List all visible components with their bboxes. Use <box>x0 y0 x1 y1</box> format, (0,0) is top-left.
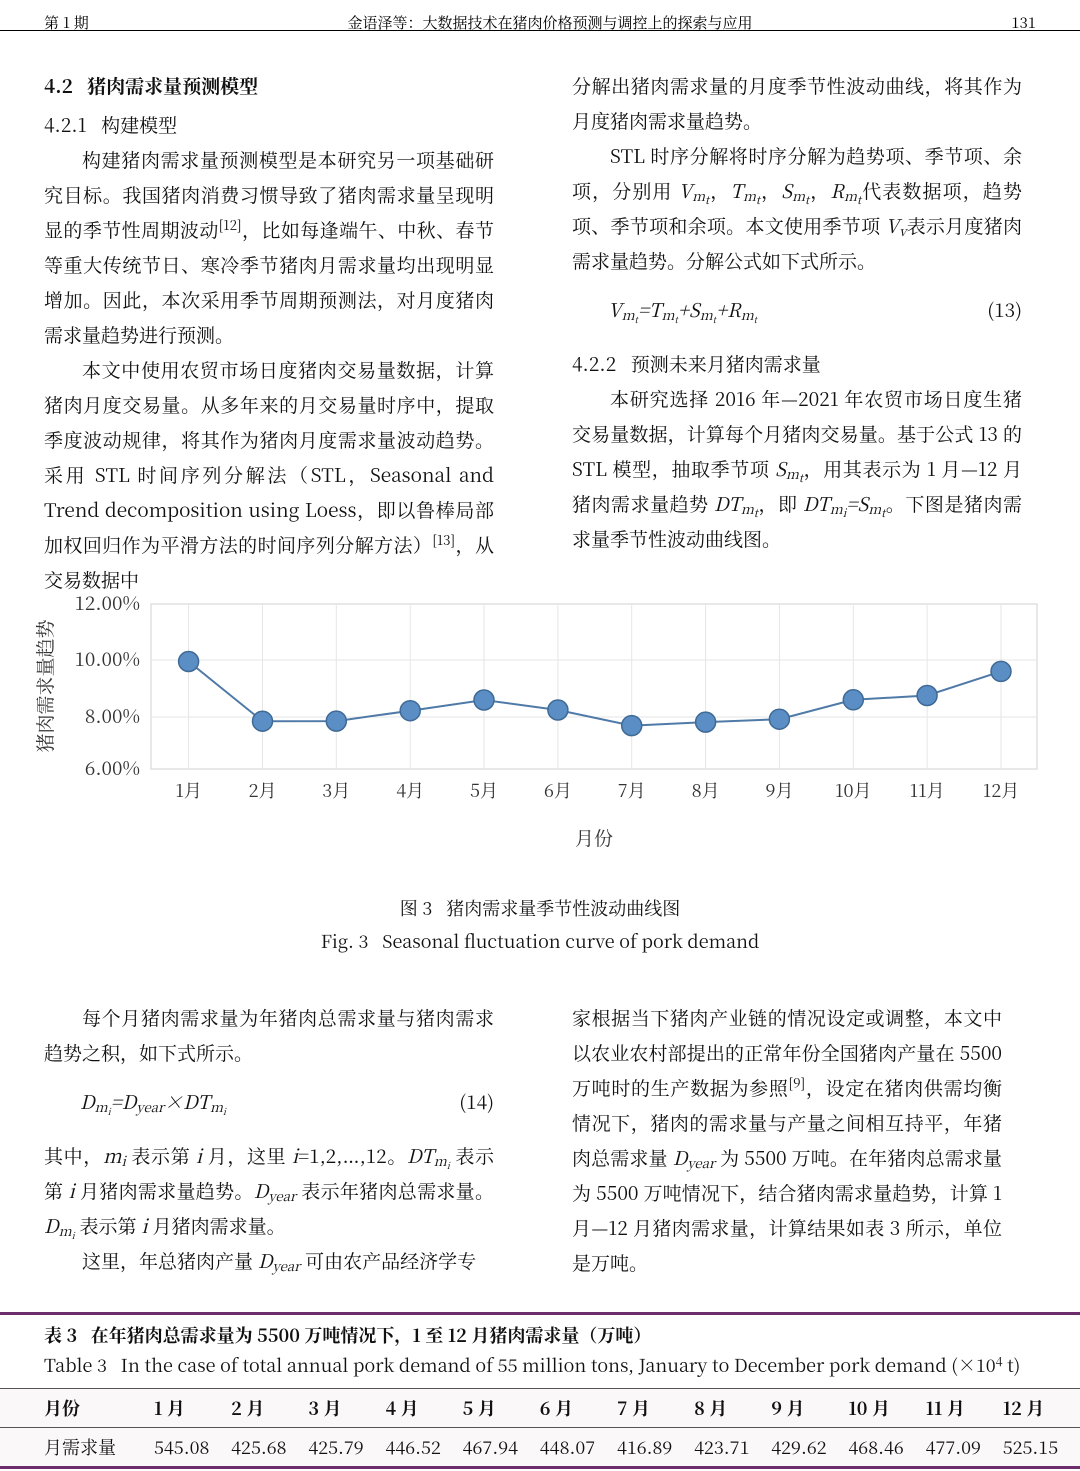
svg-text:6.00%: 6.00% <box>85 754 140 781</box>
svg-text:7月: 7月 <box>618 777 646 803</box>
svg-text:11月: 11月 <box>910 777 945 803</box>
svg-text:9月: 9月 <box>765 777 793 803</box>
svg-text:1月: 1月 <box>175 777 201 803</box>
svg-text:10月: 10月 <box>835 777 872 803</box>
svg-text:8月: 8月 <box>692 777 720 803</box>
svg-text:10.00%: 10.00% <box>74 645 140 672</box>
svg-text:4月: 4月 <box>396 777 424 803</box>
svg-text:6月: 6月 <box>544 777 572 803</box>
svg-text:12.00%: 12.00% <box>74 589 140 616</box>
svg-text:5月: 5月 <box>470 777 498 803</box>
svg-text:2月: 2月 <box>248 777 276 803</box>
svg-text:猪肉需求量趋势: 猪肉需求量趋势 <box>31 619 58 752</box>
svg-text:3月: 3月 <box>322 777 350 803</box>
svg-text:月份: 月份 <box>575 824 613 851</box>
svg-text:12月: 12月 <box>983 777 1020 803</box>
svg-text:8.00%: 8.00% <box>85 702 140 729</box>
